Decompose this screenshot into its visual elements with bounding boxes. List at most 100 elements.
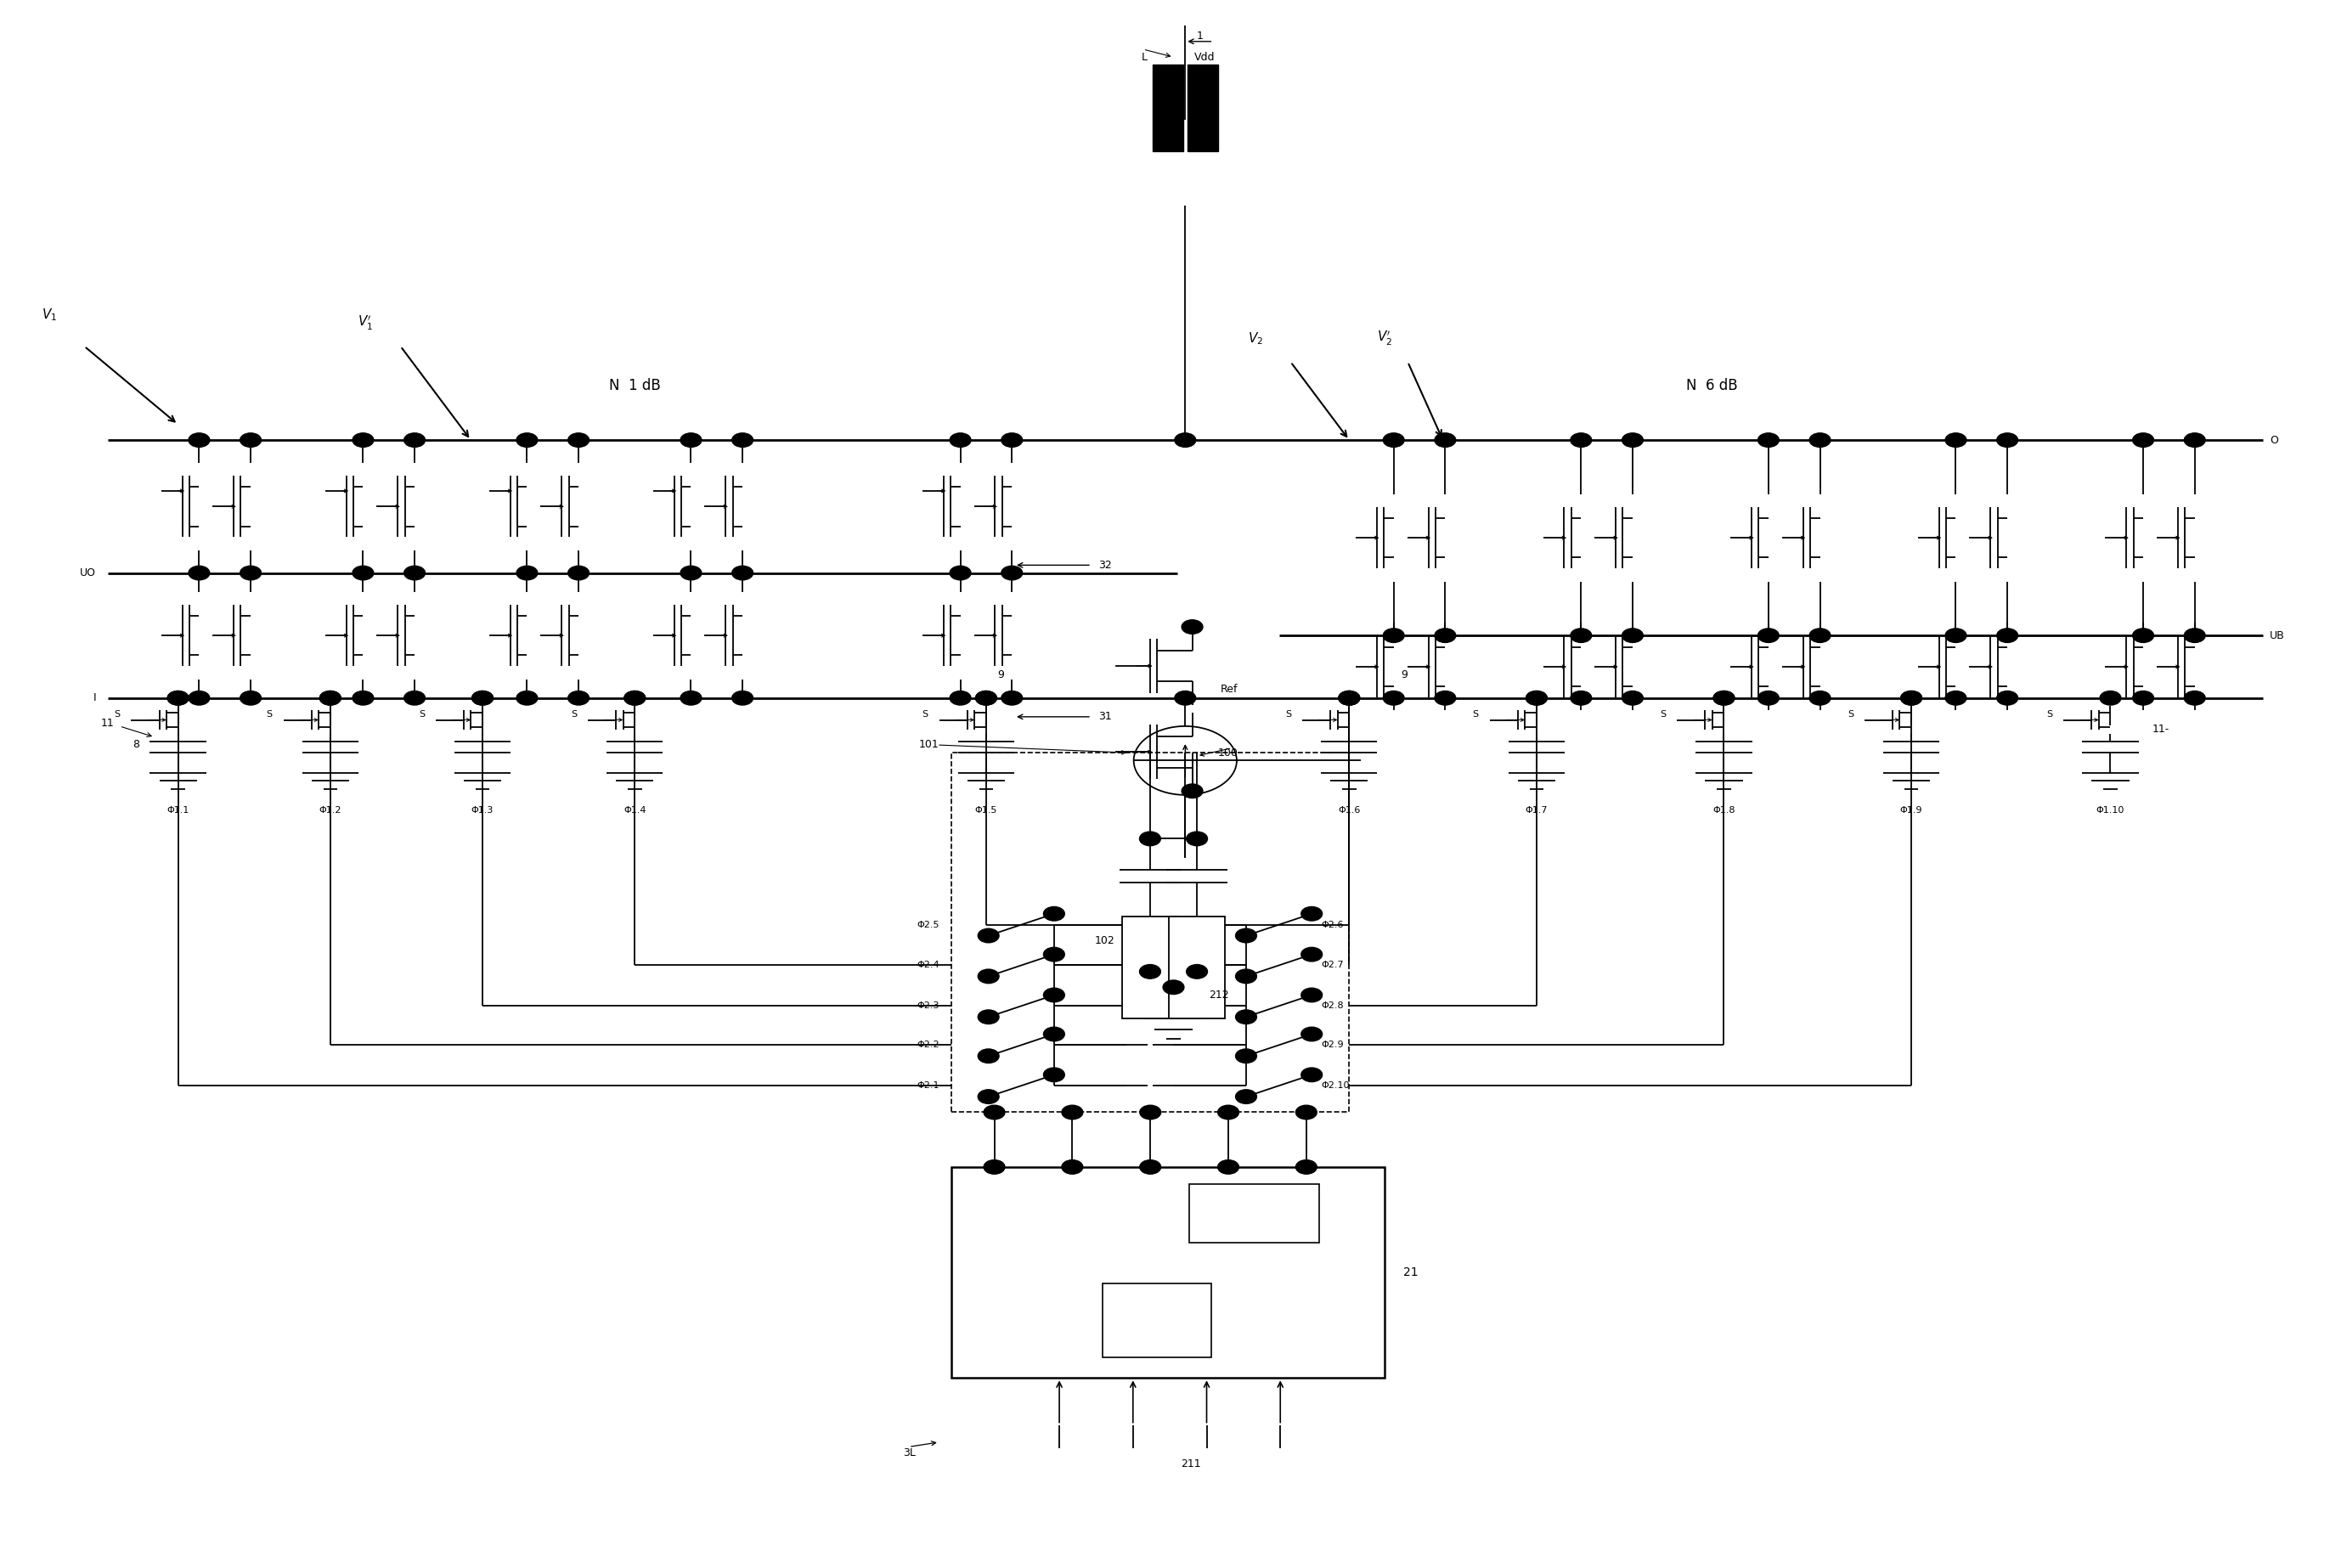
Text: Φ2.7: Φ2.7 xyxy=(1321,961,1345,969)
Circle shape xyxy=(1174,433,1195,447)
Bar xyxy=(1122,917,1178,1019)
Circle shape xyxy=(1758,433,1779,447)
Circle shape xyxy=(1526,691,1547,706)
Text: Φ2.3: Φ2.3 xyxy=(918,1002,939,1010)
Text: $V_2$: $V_2$ xyxy=(1249,331,1263,347)
Text: 211: 211 xyxy=(1181,1458,1202,1469)
Text: S: S xyxy=(570,710,577,718)
Text: S: S xyxy=(1847,710,1854,718)
Circle shape xyxy=(2185,433,2206,447)
Circle shape xyxy=(732,691,753,706)
Text: Φ1.8: Φ1.8 xyxy=(1713,806,1734,815)
Circle shape xyxy=(1526,691,1547,706)
Circle shape xyxy=(1901,691,1922,706)
Text: 3L: 3L xyxy=(904,1447,915,1458)
Circle shape xyxy=(1218,1105,1239,1120)
Text: $V_1'$: $V_1'$ xyxy=(357,314,373,332)
Circle shape xyxy=(1758,691,1779,706)
Text: Ref: Ref xyxy=(1220,684,1237,695)
Text: 8: 8 xyxy=(131,740,138,751)
Circle shape xyxy=(1570,433,1591,447)
Circle shape xyxy=(681,566,702,580)
Circle shape xyxy=(624,691,645,706)
Circle shape xyxy=(1235,1010,1256,1024)
Circle shape xyxy=(1141,1160,1162,1174)
Text: Φ2.9: Φ2.9 xyxy=(1321,1041,1345,1049)
Circle shape xyxy=(2185,691,2206,706)
Text: 32: 32 xyxy=(1098,560,1112,571)
Text: Φ1.6: Φ1.6 xyxy=(1338,806,1361,815)
Circle shape xyxy=(1181,784,1202,798)
Circle shape xyxy=(951,566,972,580)
Circle shape xyxy=(239,433,261,447)
Circle shape xyxy=(1758,629,1779,643)
Circle shape xyxy=(404,433,425,447)
Circle shape xyxy=(1570,691,1591,706)
Text: 21: 21 xyxy=(1404,1267,1418,1278)
Circle shape xyxy=(951,433,972,447)
Text: S: S xyxy=(418,710,425,718)
Circle shape xyxy=(732,433,753,447)
Text: Φ1.3: Φ1.3 xyxy=(472,806,493,815)
Circle shape xyxy=(516,433,537,447)
Circle shape xyxy=(1434,691,1455,706)
Text: UO: UO xyxy=(80,568,96,579)
Circle shape xyxy=(1002,433,1023,447)
Circle shape xyxy=(1300,1068,1321,1082)
Circle shape xyxy=(1235,969,1256,983)
Text: Φ1.9: Φ1.9 xyxy=(1901,806,1922,815)
Circle shape xyxy=(1185,831,1206,845)
Text: O: O xyxy=(2270,434,2279,445)
Circle shape xyxy=(472,691,493,706)
Circle shape xyxy=(979,928,1000,942)
Bar xyxy=(1152,64,1183,151)
Circle shape xyxy=(1174,691,1195,706)
Circle shape xyxy=(1235,1049,1256,1063)
Text: N  1 dB: N 1 dB xyxy=(608,378,660,394)
Circle shape xyxy=(624,691,645,706)
Circle shape xyxy=(1997,691,2018,706)
Circle shape xyxy=(188,566,209,580)
Text: 100: 100 xyxy=(1218,748,1239,759)
Circle shape xyxy=(1044,1027,1066,1041)
Text: Φ2.2: Φ2.2 xyxy=(918,1041,939,1049)
Text: Φ1.4: Φ1.4 xyxy=(624,806,645,815)
Text: Φ2.5: Φ2.5 xyxy=(918,920,939,928)
Circle shape xyxy=(1300,1027,1321,1041)
Text: Φ2.4: Φ2.4 xyxy=(918,961,939,969)
Circle shape xyxy=(1300,947,1321,961)
Circle shape xyxy=(1946,629,1967,643)
Text: Vdd: Vdd xyxy=(1195,52,1216,63)
Bar xyxy=(1190,1184,1319,1243)
Circle shape xyxy=(1622,691,1643,706)
Circle shape xyxy=(1570,629,1591,643)
Circle shape xyxy=(352,691,373,706)
Circle shape xyxy=(1382,629,1404,643)
Circle shape xyxy=(1997,433,2018,447)
Circle shape xyxy=(1901,691,1922,706)
Circle shape xyxy=(2133,629,2155,643)
Circle shape xyxy=(1946,691,1967,706)
Circle shape xyxy=(167,691,188,706)
Circle shape xyxy=(239,566,261,580)
Circle shape xyxy=(1185,964,1206,978)
Circle shape xyxy=(568,433,589,447)
Circle shape xyxy=(1164,980,1183,994)
Circle shape xyxy=(1235,928,1256,942)
Text: Φ1.7: Φ1.7 xyxy=(1526,806,1547,815)
Bar xyxy=(951,1167,1385,1378)
Circle shape xyxy=(1338,691,1359,706)
Text: 31: 31 xyxy=(1098,712,1112,723)
Text: Φ1.2: Φ1.2 xyxy=(319,806,343,815)
Circle shape xyxy=(239,691,261,706)
Circle shape xyxy=(1622,629,1643,643)
Circle shape xyxy=(352,433,373,447)
Circle shape xyxy=(167,691,188,706)
Circle shape xyxy=(1296,1160,1317,1174)
Text: 11: 11 xyxy=(101,718,115,729)
Text: 102: 102 xyxy=(1094,935,1115,946)
Text: S: S xyxy=(1472,710,1479,718)
Circle shape xyxy=(1061,1105,1082,1120)
Text: 11-: 11- xyxy=(2152,724,2169,735)
Circle shape xyxy=(1713,691,1734,706)
